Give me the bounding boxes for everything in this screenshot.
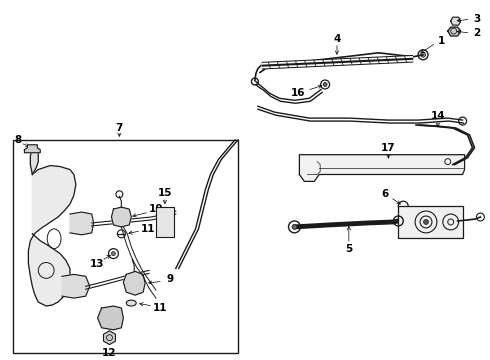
Text: 2: 2 xyxy=(473,28,480,38)
Text: 15: 15 xyxy=(158,188,172,198)
Circle shape xyxy=(111,252,116,256)
Polygon shape xyxy=(451,17,461,25)
Circle shape xyxy=(292,224,297,229)
Polygon shape xyxy=(448,27,461,36)
Circle shape xyxy=(420,52,425,57)
Text: 14: 14 xyxy=(431,111,445,121)
Text: 16: 16 xyxy=(291,88,306,98)
Polygon shape xyxy=(123,271,145,295)
Text: 10: 10 xyxy=(149,204,163,214)
Bar xyxy=(156,207,174,237)
Polygon shape xyxy=(28,166,76,306)
Circle shape xyxy=(323,82,327,86)
Circle shape xyxy=(423,220,428,224)
Text: 3: 3 xyxy=(473,14,480,24)
Text: 17: 17 xyxy=(381,143,396,153)
Text: 7: 7 xyxy=(116,123,123,133)
Text: 11: 11 xyxy=(153,303,167,313)
Text: 9: 9 xyxy=(166,274,173,284)
Polygon shape xyxy=(70,212,94,235)
Polygon shape xyxy=(30,150,38,175)
Text: 5: 5 xyxy=(345,244,352,254)
Polygon shape xyxy=(62,274,90,298)
Polygon shape xyxy=(299,155,465,181)
Polygon shape xyxy=(111,207,131,227)
Text: 11: 11 xyxy=(141,224,155,234)
Text: 13: 13 xyxy=(89,260,104,270)
Text: 6: 6 xyxy=(382,189,389,199)
Text: 8: 8 xyxy=(14,135,21,145)
Text: 1: 1 xyxy=(438,36,445,46)
Polygon shape xyxy=(24,145,40,153)
Bar xyxy=(13,140,238,352)
Text: 12: 12 xyxy=(102,347,117,357)
Polygon shape xyxy=(98,306,123,330)
Bar xyxy=(398,206,463,238)
Text: 4: 4 xyxy=(333,34,341,44)
Ellipse shape xyxy=(126,300,136,306)
